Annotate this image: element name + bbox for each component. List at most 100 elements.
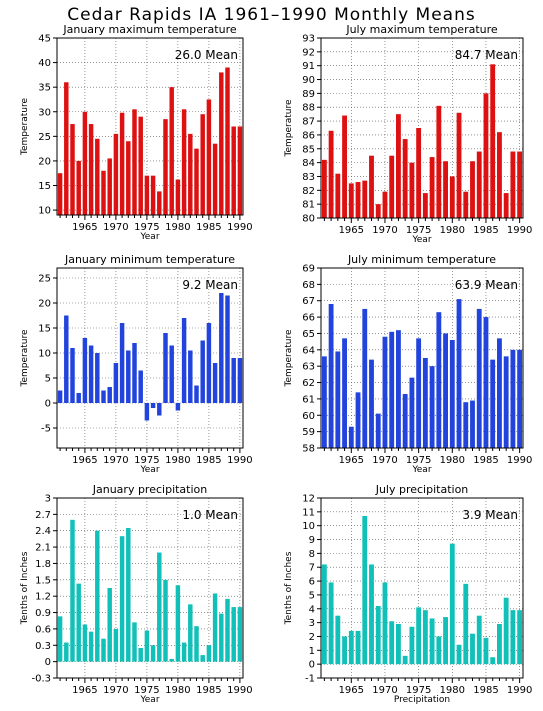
bar-1964 (342, 636, 347, 665)
x-tick-label: 1990 (227, 222, 252, 233)
bar-1979 (169, 87, 174, 215)
bar-1969 (375, 606, 381, 665)
bar-1983 (194, 148, 199, 215)
bar-1966 (355, 182, 361, 218)
y-tick-label: 8 (309, 549, 315, 560)
plot-frame (320, 37, 524, 219)
jan-max-temp-chart: January maximum temperature 10 15 20 25 30 35 4… (20, 23, 253, 242)
y-tick-label: 1.2 (35, 592, 51, 603)
mean-annotation: 3.9 Mean (462, 508, 518, 522)
y-tick-label: 1.8 (35, 559, 51, 570)
bar-1967 (362, 516, 368, 665)
bar-1965 (82, 624, 88, 662)
bar-1974 (409, 162, 415, 218)
bar-1969 (375, 413, 381, 448)
y-tick-label: 35 (38, 83, 51, 94)
bar-1970 (382, 191, 388, 218)
bar-1990 (517, 151, 523, 218)
plot-frame (320, 497, 524, 679)
bar-1967 (95, 353, 100, 403)
y-tick-label: 9 (309, 535, 315, 546)
y-tick-label: 6 (309, 577, 315, 588)
bar-1985 (206, 323, 212, 403)
bar-1987 (497, 624, 502, 665)
bar-1975 (416, 338, 422, 448)
y-tick-label: 0 (45, 657, 51, 668)
bar-1980 (175, 179, 181, 215)
jul-precip-chart: July precipitation-101234567891011121965… (284, 483, 532, 705)
y-tick-label: 10 (38, 206, 51, 217)
bar-1986 (212, 593, 218, 662)
bar-1973 (402, 394, 408, 448)
chart-title: January minimum temperature (64, 253, 235, 266)
y-tick-label: 10 (302, 521, 315, 532)
bar-1988 (225, 67, 230, 215)
y-tick-label: 0.3 (35, 641, 51, 652)
bar-1980 (175, 403, 181, 411)
bar-1983 (194, 626, 199, 662)
bar-1972 (126, 141, 131, 215)
bar-1971 (389, 621, 395, 665)
bar-1972 (126, 350, 131, 403)
bar-1969 (107, 387, 112, 403)
y-tick-label: 93 (302, 34, 315, 45)
bar-1963 (70, 124, 75, 215)
y-tick-label: 0 (309, 660, 315, 671)
bar-1965 (82, 338, 88, 403)
y-axis-label: Temperature (20, 329, 30, 387)
y-tick-label: 63 (302, 362, 315, 373)
x-tick-label: 1975 (134, 685, 159, 696)
bar-1987 (219, 293, 224, 403)
bar-1987 (219, 72, 224, 215)
y-tick-label: 20 (38, 299, 51, 310)
y-tick-label: 25 (38, 274, 51, 285)
bar-1962 (328, 130, 334, 218)
bar-1971 (389, 155, 395, 218)
y-tick-label: -5 (41, 424, 51, 435)
x-tick-label: 1980 (165, 685, 190, 696)
bar-1972 (396, 624, 401, 665)
bar-1969 (375, 204, 381, 218)
bar-1969 (107, 588, 112, 662)
bar-1973 (132, 109, 137, 215)
mean-annotation: 63.9 Mean (455, 278, 518, 292)
bar-1970 (382, 336, 388, 448)
x-axis-label: Year (411, 235, 431, 245)
main-title: Cedar Rapids IA 1961–1990 Monthly Means (67, 5, 476, 25)
x-tick-label: 1975 (134, 455, 159, 466)
y-tick-label: 65 (302, 329, 315, 340)
bar-1965 (348, 426, 354, 448)
bar-1983 (470, 400, 475, 448)
jul-max-temp-chart: July maximum temperature 80 81 82 83 84 85 86 87… (284, 23, 532, 245)
y-tick-label: 80 (302, 214, 315, 225)
x-tick-label: 1985 (473, 225, 498, 236)
y-tick-label: 12 (302, 494, 315, 505)
bar-1965 (348, 183, 354, 218)
y-tick-label: 0.9 (35, 608, 51, 619)
y-tick-label: 2 (309, 632, 315, 643)
bar-1966 (88, 345, 94, 403)
x-tick-label: 1965 (339, 455, 364, 466)
bar-1986 (212, 363, 218, 403)
bar-1977 (157, 552, 162, 662)
y-tick-label: 82 (302, 186, 315, 197)
bar-1980 (175, 585, 181, 662)
chart-title: July precipitation (375, 483, 469, 496)
bar-1961 (57, 390, 63, 403)
bar-1962 (328, 582, 334, 665)
bar-1982 (463, 191, 469, 218)
bar-1978 (436, 636, 442, 665)
x-tick-label: 1975 (406, 225, 431, 236)
bar-1963 (70, 348, 75, 403)
bar-1982 (188, 133, 193, 215)
x-tick-label: 1975 (134, 222, 159, 233)
y-tick-label: 20 (38, 156, 51, 167)
mean-annotation: 84.7 Mean (455, 48, 518, 62)
bar-1975 (416, 128, 422, 218)
x-axis-label: Year (139, 695, 159, 705)
y-tick-label: 85 (302, 144, 315, 155)
bar-1966 (355, 392, 361, 448)
bar-1976 (150, 175, 156, 215)
bar-1974 (138, 370, 143, 403)
plot-frame (320, 267, 524, 449)
